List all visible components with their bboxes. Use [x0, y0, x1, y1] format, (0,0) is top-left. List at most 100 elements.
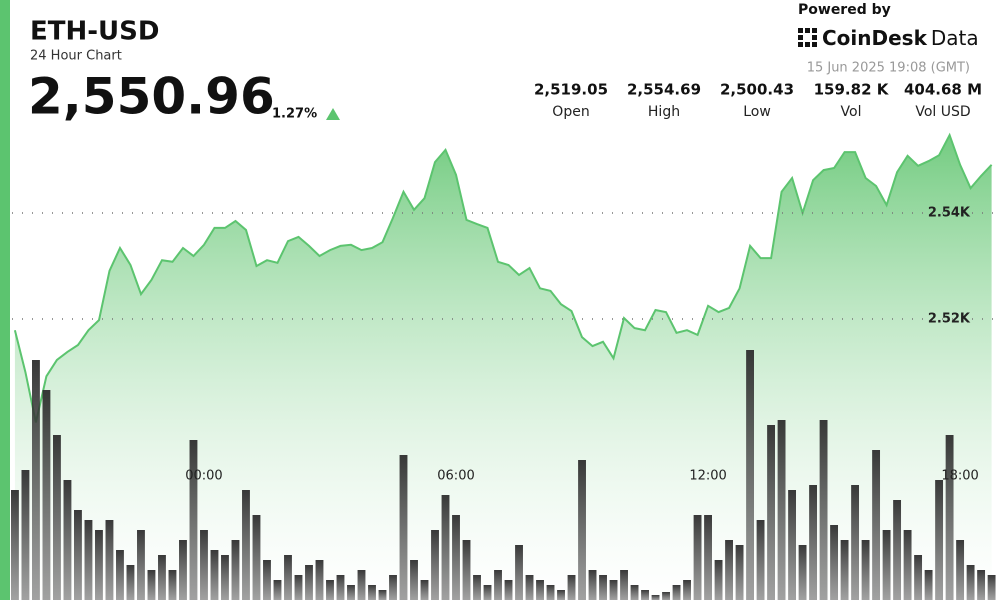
volume-bar: [294, 575, 303, 600]
stat-value: 404.68 M: [904, 81, 982, 99]
volume-bar: [515, 545, 523, 600]
change: 1.27%: [272, 107, 317, 122]
volume-bar: [116, 550, 124, 600]
volume-bar: [336, 575, 345, 600]
volume-bar: [147, 570, 156, 600]
volume-bar: [452, 515, 460, 600]
timestamp: 15 Jun 2025 19:08 (GMT): [807, 61, 970, 76]
stats: 2,519.05 Open 2,554.69 High 2,500.43 Low 159.8…: [534, 81, 982, 121]
stat-value: 2,500.43: [720, 81, 794, 99]
volume-bar: [158, 555, 166, 600]
volume-bar: [63, 480, 72, 600]
volume-bar: [536, 580, 544, 600]
volume-bar: [557, 590, 565, 600]
volume-bar: [326, 580, 334, 600]
volume-bar: [137, 530, 145, 600]
volume-bar: [851, 485, 860, 600]
volume-bar: [189, 440, 198, 600]
volume-bar: [977, 570, 986, 600]
volume-bar: [84, 520, 93, 600]
volume-bar: [399, 455, 408, 600]
volume-bar: [305, 565, 313, 600]
volume-bar: [483, 585, 492, 600]
plot-area: 2.52K 2.54K 00:00 06:00 12:00 18:00: [11, 132, 1000, 600]
stat-value: 159.82 K: [814, 81, 890, 99]
volume-bar: [242, 490, 250, 600]
volume-bar: [609, 580, 618, 600]
volume-bar: [389, 575, 397, 600]
volume-bar: [11, 490, 19, 600]
volume-bar: [567, 575, 576, 600]
volume-bar: [777, 420, 786, 600]
volume-bar: [662, 592, 670, 600]
volume-bar: [441, 495, 450, 600]
volume-bar: [945, 435, 954, 600]
y-tick-label: 2.54K: [928, 206, 971, 221]
volume-bar: [819, 420, 828, 600]
volume-bar: [504, 580, 513, 600]
volume-bar: [21, 470, 30, 600]
accent-bar: [0, 0, 10, 600]
brand-suffix: Data: [931, 26, 979, 50]
stat-label: Vol: [841, 104, 862, 120]
volume-bar: [882, 530, 891, 600]
volume-bar: [924, 570, 933, 600]
volume-bar: [809, 485, 818, 600]
volume-bar: [53, 435, 61, 600]
volume-bar: [872, 450, 881, 600]
volume-bar: [599, 575, 607, 600]
volume-bar: [672, 585, 681, 600]
price-line: [13, 132, 993, 423]
stat-value: 2,554.69: [627, 81, 701, 99]
volume-bar: [767, 425, 776, 600]
volume-bar: [935, 480, 944, 600]
volume-bar: [798, 545, 807, 600]
volume-bar: [284, 555, 292, 600]
volume-bar: [956, 540, 965, 600]
volume-bar: [693, 515, 702, 600]
volume-bar: [725, 540, 733, 600]
volume-bar: [431, 530, 439, 600]
volume-bar: [347, 585, 355, 600]
volume-bar: [179, 540, 187, 600]
volume-bar: [788, 490, 797, 600]
volume-bar: [126, 565, 135, 600]
volume-bar: [410, 560, 418, 600]
volume-bar: [914, 555, 923, 600]
volume-bar: [420, 580, 429, 600]
volume-bar: [32, 360, 40, 600]
volume-bar: [588, 570, 597, 600]
volume-bar: [210, 550, 219, 600]
y-tick-label: 2.52K: [928, 312, 971, 327]
stat-label: Open: [552, 104, 589, 120]
stat-value: 2,519.05: [534, 81, 608, 99]
volume-bar: [263, 560, 271, 600]
brand: CoinDesk Data: [822, 26, 979, 50]
volume-bar: [378, 590, 387, 600]
ticker: ETH-USD: [30, 17, 159, 47]
volume-bar: [651, 595, 660, 600]
volume-bar: [683, 580, 691, 600]
powered-by: Powered by: [798, 2, 891, 18]
brand-name: CoinDesk: [822, 26, 928, 50]
subtitle: 24 Hour Chart: [30, 49, 122, 64]
volume-bar: [168, 570, 177, 600]
volume-bar: [42, 390, 51, 600]
stat-label: High: [648, 104, 680, 120]
x-tick-label: 18:00: [941, 469, 978, 484]
volume-bar: [704, 515, 712, 600]
volume-bar: [95, 530, 103, 600]
volume-bar: [525, 575, 534, 600]
volume-bar: [746, 350, 754, 600]
volume-bar: [200, 530, 208, 600]
volume-bar: [830, 525, 839, 600]
stat-label: Low: [743, 104, 771, 120]
volume-bar: [578, 460, 586, 600]
volume-bar: [231, 540, 240, 600]
volume-bar: [641, 590, 649, 600]
volume-bar: [903, 530, 912, 600]
volume-bar: [462, 540, 471, 600]
volume-bar: [893, 500, 902, 600]
volume-bar: [987, 575, 996, 600]
